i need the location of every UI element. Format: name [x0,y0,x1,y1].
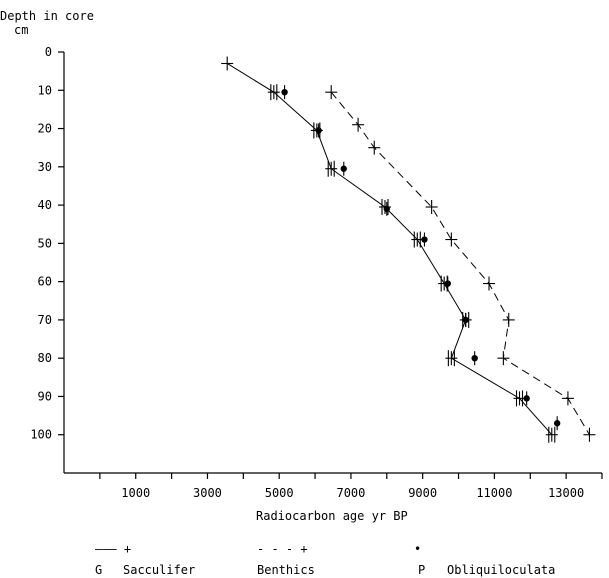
y-tick-label: 80 [38,351,52,365]
legend-symbol: - - - + [257,542,308,556]
x-tick-label: 7000 [336,486,365,500]
series-sacculifer-line [226,63,553,436]
y-ticks: 0 10 20 30 40 50 60 70 80 90 100 [30,45,64,442]
series-benthics-line [330,91,590,435]
legend-label: Sacculifer [123,563,195,577]
y-axis-unit: cm [14,23,28,37]
y-tick-label: 50 [38,236,52,250]
x-axis-label: Radiocarbon age yr BP [256,509,408,523]
y-tick-label: 0 [45,45,52,59]
legend-label: Benthics [257,563,315,577]
y-tick-label: 70 [38,313,52,327]
legend-item-sacculifer: ——— + G Sacculifer [95,542,195,577]
y-tick-label: 100 [30,428,52,442]
legend-item-benthics: - - - + Benthics [257,542,315,577]
y-axis-label: Depth in core [0,9,94,23]
legend-key: G [95,563,102,577]
y-tick-label: 60 [38,275,52,289]
x-ticks: 1000 3000 5000 7000 9000 11000 13000 [99,473,603,500]
x-tick-label: 1000 [121,486,150,500]
plot-area [221,56,596,443]
x-tick-label: 5000 [265,486,294,500]
y-tick-label: 40 [38,198,52,212]
x-tick-label: 13000 [548,486,584,500]
legend: ——— + G Sacculifer - - - + Benthics • P … [95,542,555,577]
x-tick-label: 11000 [476,486,512,500]
y-tick-label: 20 [38,122,52,136]
x-tick-label: 9000 [408,486,437,500]
legend-label: Obliquiloculata [447,563,555,577]
x-tick-label: 3000 [193,486,222,500]
y-tick-label: 10 [38,83,52,97]
y-tick-label: 30 [38,160,52,174]
legend-symbol: • [414,542,421,556]
legend-item-obliquiloculata: • P Obliquiloculata [414,542,555,577]
y-tick-label: 90 [38,389,52,403]
legend-symbol: ——— + [95,542,131,556]
legend-key: P [418,563,425,577]
